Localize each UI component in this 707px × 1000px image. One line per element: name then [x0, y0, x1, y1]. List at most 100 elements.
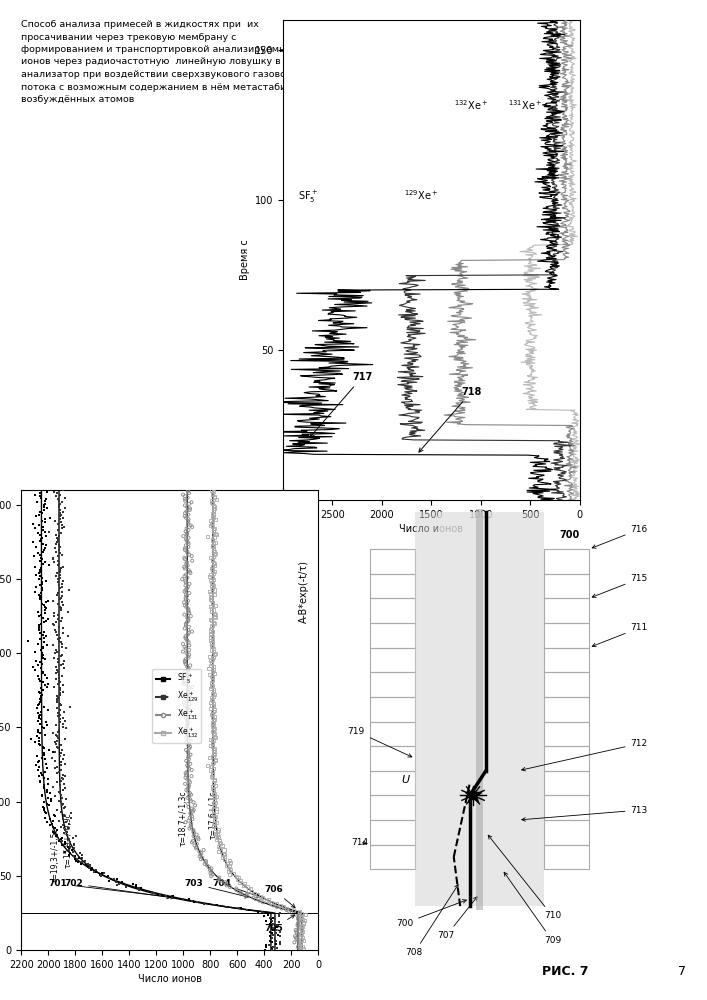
Point — [39, 777, 50, 793]
Point — [209, 794, 221, 810]
Point — [52, 690, 64, 706]
Point — [187, 808, 198, 824]
Point — [210, 607, 221, 623]
Point — [207, 631, 218, 647]
Bar — [370, 795, 415, 820]
Point — [54, 511, 66, 527]
Text: 716: 716 — [592, 525, 648, 548]
Point — [185, 565, 196, 581]
Point — [154, 887, 165, 903]
Point — [52, 522, 64, 538]
Point — [71, 851, 83, 867]
Point — [51, 765, 62, 781]
Point — [193, 831, 204, 847]
Point — [37, 739, 48, 755]
Point — [206, 560, 217, 576]
Point — [182, 727, 193, 743]
Point — [36, 788, 47, 804]
Point — [206, 594, 218, 610]
Point — [211, 491, 223, 507]
Point — [37, 799, 49, 815]
Point — [183, 799, 194, 815]
Point — [218, 848, 230, 864]
Point — [207, 553, 218, 569]
Point — [48, 825, 59, 841]
Point — [64, 834, 76, 850]
Point — [181, 614, 192, 630]
Point — [211, 527, 223, 543]
Point — [206, 574, 218, 590]
Point — [146, 884, 157, 900]
Point — [180, 670, 192, 686]
Point — [54, 785, 66, 801]
Point — [54, 777, 66, 793]
Point — [53, 667, 64, 683]
Point — [57, 797, 68, 813]
Point — [39, 699, 50, 715]
Point — [211, 788, 222, 804]
Point — [208, 727, 219, 743]
Point — [183, 522, 194, 538]
Point — [36, 767, 47, 783]
Point — [187, 893, 198, 909]
Point — [209, 811, 220, 827]
Point — [224, 879, 235, 895]
Point — [185, 793, 197, 809]
Point — [264, 933, 276, 949]
Point — [58, 559, 69, 575]
Point — [205, 585, 216, 601]
Point — [35, 585, 47, 601]
Point — [208, 614, 219, 630]
Point — [182, 719, 193, 735]
Point — [289, 928, 300, 944]
Point — [30, 520, 41, 536]
Point — [185, 805, 196, 821]
Point — [73, 854, 84, 870]
Point — [52, 596, 63, 612]
Point — [54, 545, 66, 561]
Point — [258, 908, 269, 924]
Point — [182, 699, 193, 715]
Point — [58, 800, 69, 816]
Point — [217, 845, 228, 861]
Point — [52, 516, 64, 532]
Point — [54, 813, 65, 829]
Point — [49, 645, 61, 661]
Point — [264, 924, 275, 940]
Text: 719: 719 — [348, 727, 412, 757]
Point — [295, 936, 306, 952]
Point — [197, 850, 208, 866]
Point — [54, 685, 65, 701]
Point — [205, 865, 216, 881]
Point — [85, 857, 96, 873]
Point — [34, 753, 45, 769]
Point — [209, 530, 220, 546]
Point — [188, 828, 199, 844]
Point — [180, 574, 192, 590]
Point — [36, 596, 47, 612]
Text: U: U — [402, 775, 409, 785]
Point — [209, 725, 221, 741]
Point — [189, 837, 200, 853]
Point — [168, 888, 179, 904]
Point — [208, 640, 219, 656]
Point — [211, 831, 223, 847]
Text: 714: 714 — [351, 838, 368, 847]
Point — [182, 507, 194, 523]
Point — [66, 805, 77, 821]
Point — [182, 744, 194, 760]
Point — [32, 657, 43, 673]
Point — [206, 600, 218, 616]
Point — [52, 530, 63, 546]
Point — [288, 902, 299, 918]
Point — [53, 676, 64, 692]
Point — [182, 545, 193, 561]
Point — [38, 634, 49, 650]
Point — [274, 914, 285, 930]
Point — [35, 590, 46, 606]
Point — [207, 571, 218, 587]
Point — [183, 779, 194, 795]
Point — [34, 733, 45, 749]
Point — [42, 771, 54, 787]
Point — [68, 848, 79, 864]
